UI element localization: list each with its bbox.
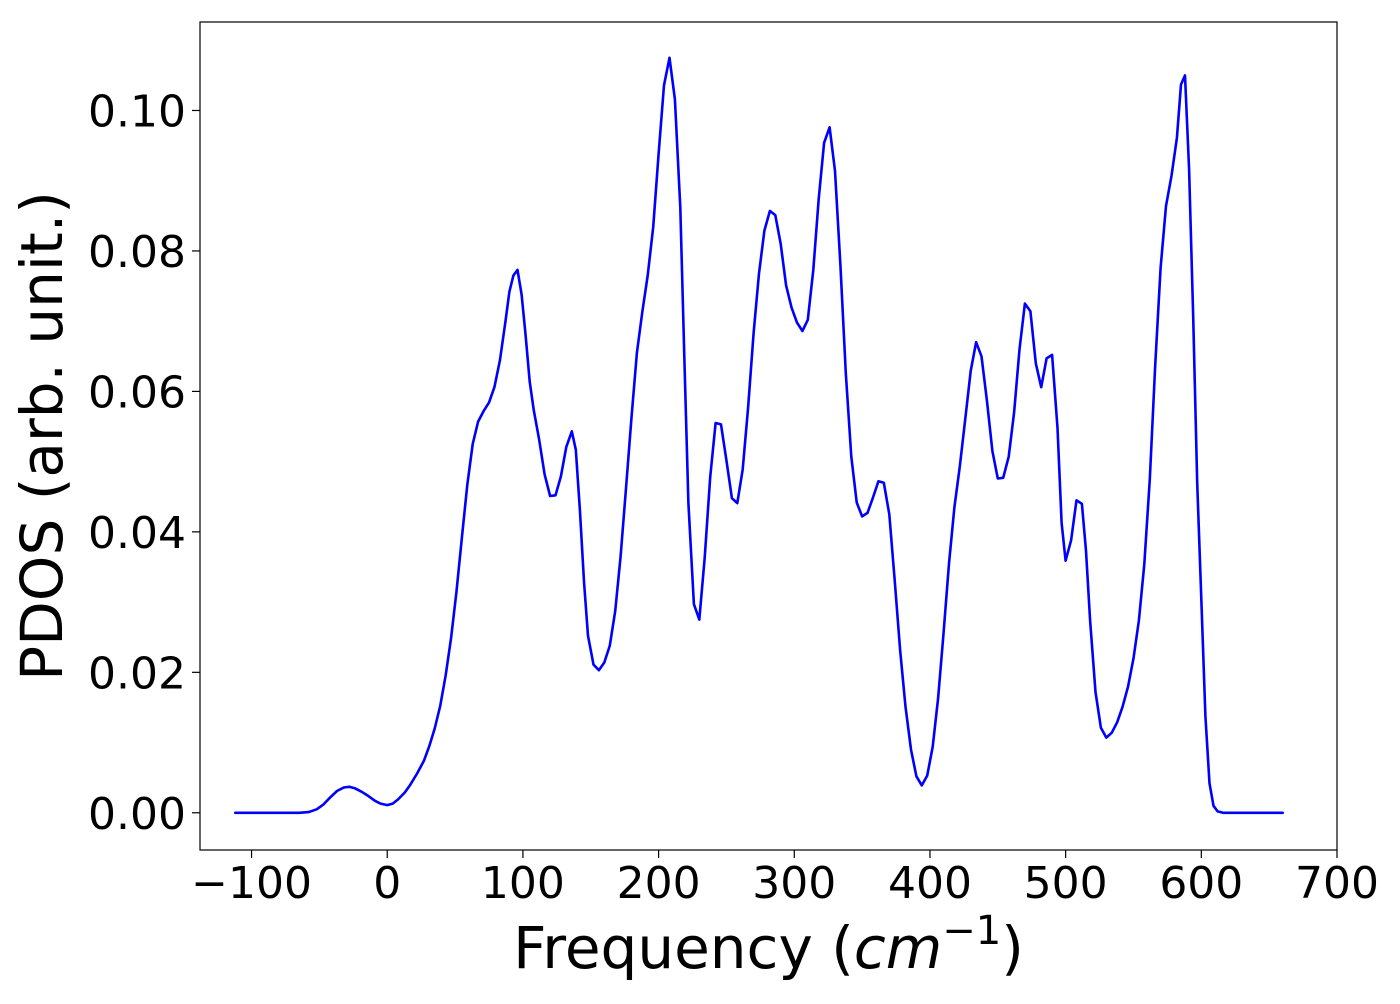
y-tick-label: 0.08 <box>88 227 186 278</box>
y-tick-label: 0.06 <box>88 367 186 418</box>
x-tick-label: 300 <box>752 858 836 909</box>
pdos-series-line <box>234 56 1284 815</box>
y-tick-label: 0.00 <box>88 789 186 840</box>
x-axis-label: Frequency (cm−1) <box>513 908 1024 982</box>
x-tick-label: 500 <box>1024 858 1108 909</box>
x-tick-label: 400 <box>888 858 972 909</box>
x-axis-label-unit: cm <box>854 914 942 982</box>
x-tick-label: 600 <box>1159 858 1243 909</box>
x-axis-label-unit-exponent: −1 <box>942 908 1001 954</box>
plot-area-frame <box>199 21 1338 851</box>
y-tick-label: 0.10 <box>88 86 186 137</box>
x-axis-label-prefix: Frequency ( <box>513 914 854 982</box>
y-tick-label: 0.02 <box>88 648 186 699</box>
x-tick-label: 0 <box>373 858 401 909</box>
x-tick-label: 200 <box>617 858 701 909</box>
x-tick-label: 100 <box>481 858 565 909</box>
y-axis-label: PDOS (arb. unit.) <box>8 191 76 681</box>
y-tick-label: 0.04 <box>88 508 186 559</box>
y-axis-ticks: 0.00 0.02 0.04 0.06 0.08 0.10 <box>88 86 200 840</box>
x-tick-label: 700 <box>1295 858 1379 909</box>
x-axis-label-suffix: ) <box>1001 914 1024 982</box>
x-tick-label: −100 <box>191 858 312 909</box>
x-axis-ticks: −100 0 100 200 300 400 500 600 700 <box>191 850 1379 909</box>
